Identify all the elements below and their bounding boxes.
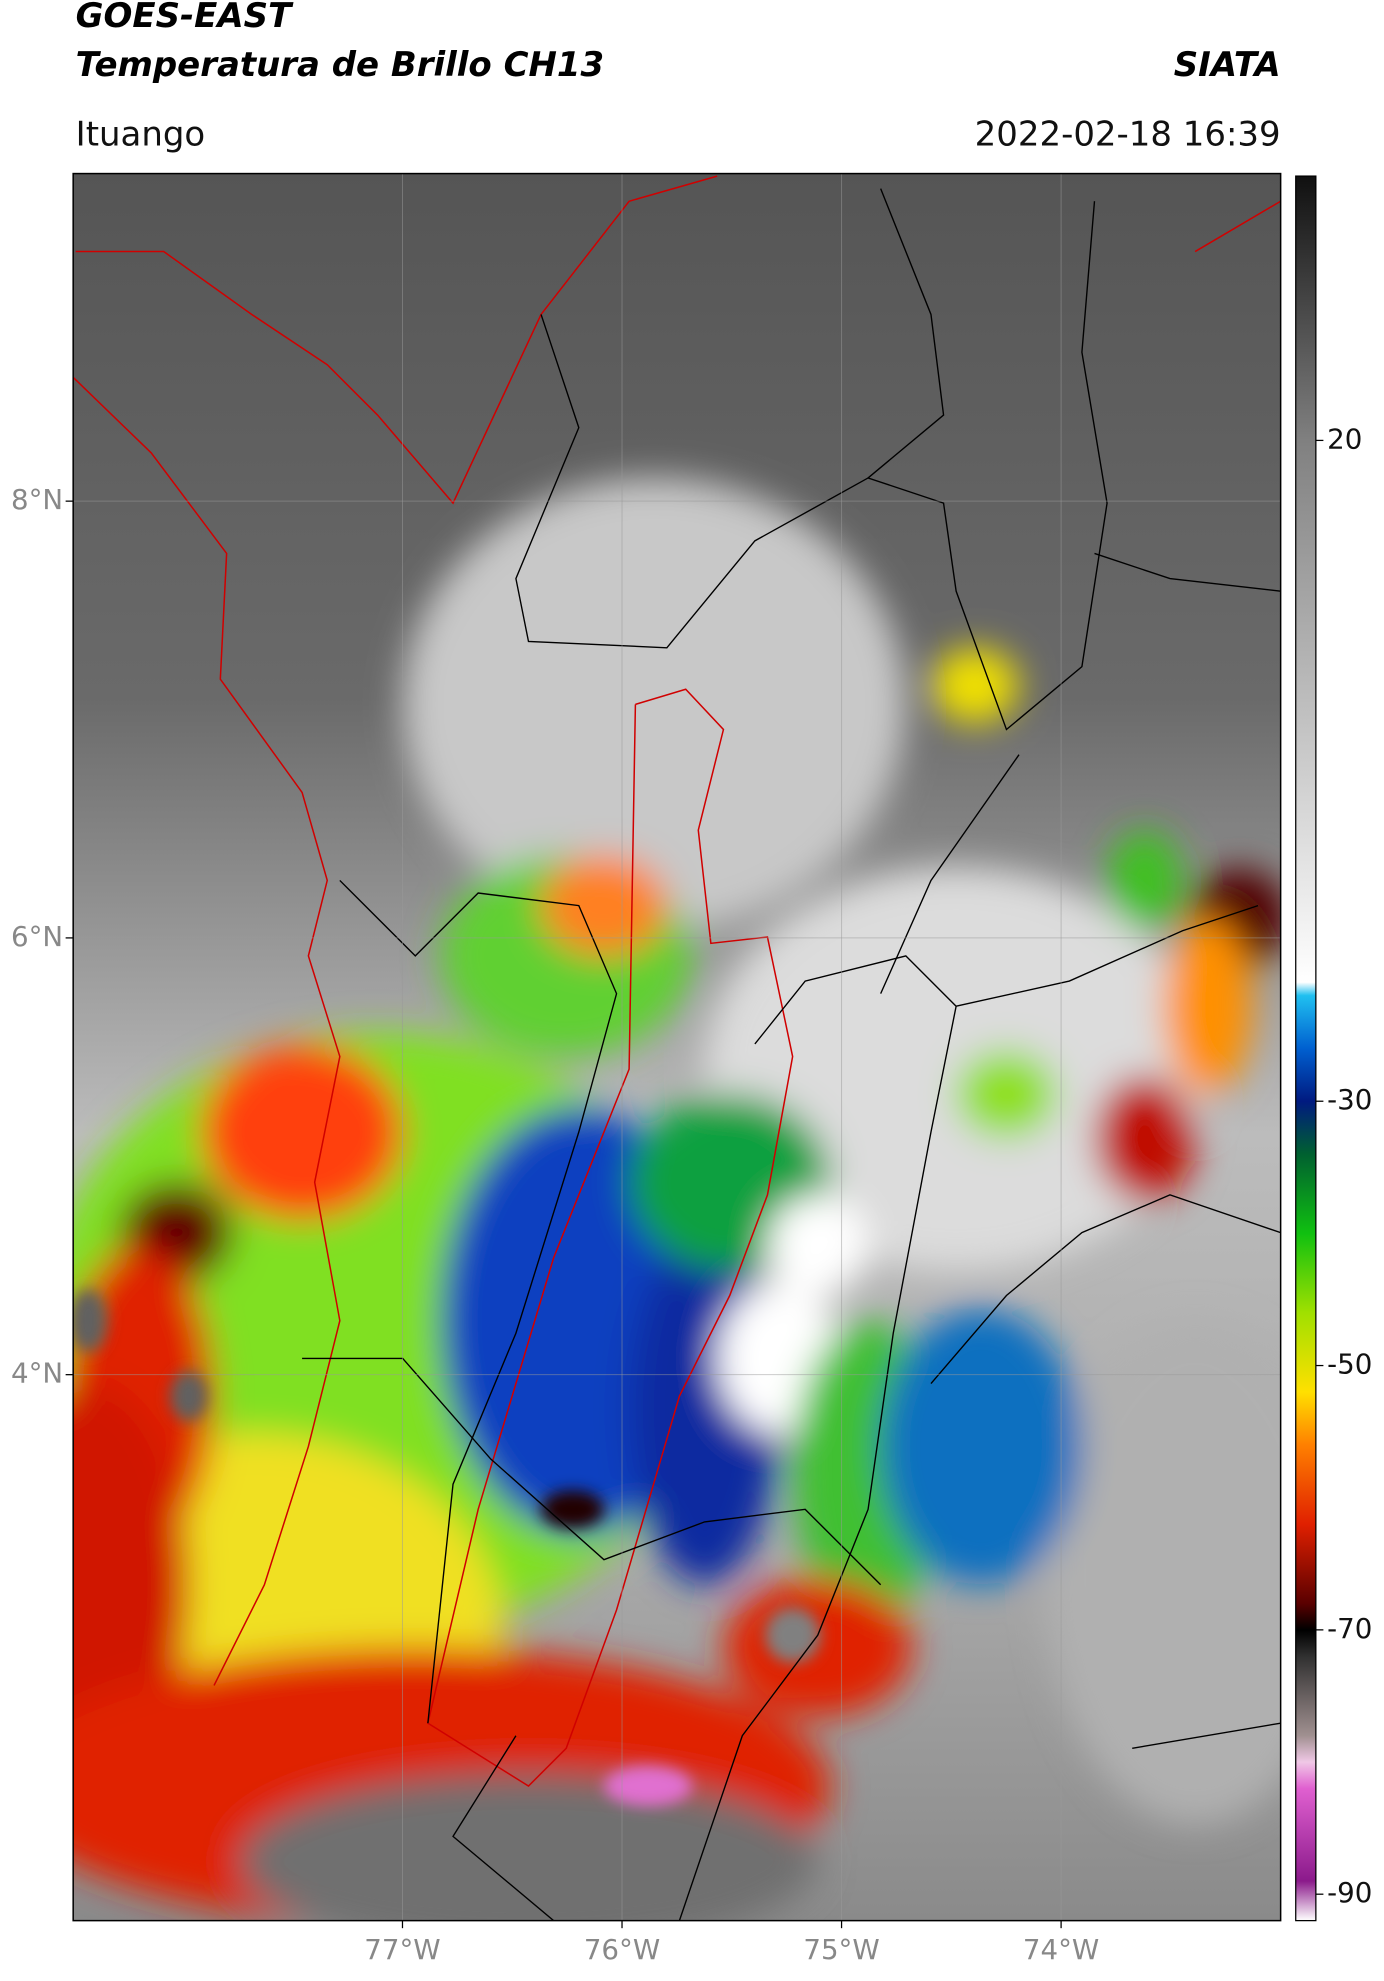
x-tick-label: 74°W [1023,1933,1099,1966]
satellite-image [73,173,1281,1921]
colorbar-tick-label: -90 [1327,1876,1372,1909]
colorbar-tick-label: -30 [1327,1083,1372,1116]
map-frame [72,172,1282,1922]
title: GOES-EAST [76,0,294,36]
colorbar-tick-label: 20 [1327,422,1362,455]
colorbar-tick-label: -50 [1327,1348,1372,1381]
grid [73,173,1281,1921]
source: SIATA [1174,45,1281,85]
x-tick-label: 77°W [364,1933,440,1966]
y-tick-label: 4°N [11,1357,63,1390]
y-tick-label: 8°N [11,483,63,516]
x-tick-label: 76°W [584,1933,660,1966]
datetime: 2022-02-18 16:39 [975,114,1281,154]
colorbar [1295,175,1317,1922]
colorbar-tick-label: -70 [1327,1612,1372,1645]
subtitle: Temperatura de Brillo CH13 [76,45,604,85]
y-tick-label: 6°N [11,920,63,953]
location: Ituango [76,114,206,154]
x-tick-label: 75°W [803,1933,879,1966]
